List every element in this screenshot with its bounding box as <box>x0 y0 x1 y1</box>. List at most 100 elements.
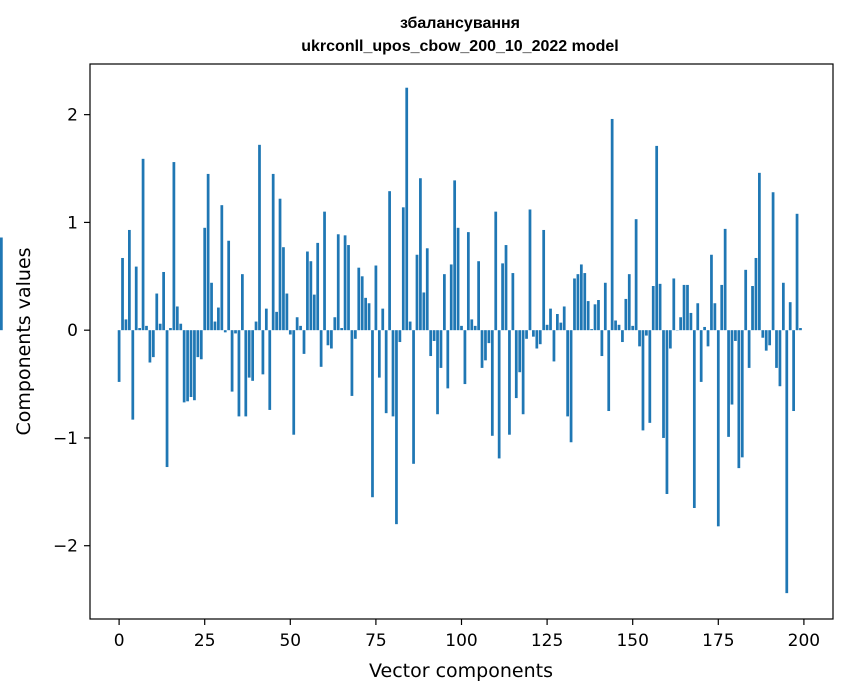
bar-component-185 <box>751 286 754 331</box>
x-tick-label: 100 <box>445 631 477 651</box>
bar-component-6 <box>138 328 142 331</box>
bar-component-5 <box>134 266 138 331</box>
y-tick-label: 2 <box>67 106 78 126</box>
bar-component-133 <box>573 278 576 331</box>
bar-component-79 <box>388 191 391 331</box>
bar-component-119 <box>525 330 528 339</box>
bar-component-85 <box>408 321 412 331</box>
y-axis-ticks: −2 −1 0 1 2 <box>53 106 90 557</box>
bar-component-67 <box>347 245 350 331</box>
bar-component-155 <box>648 330 652 423</box>
x-tick-label: 75 <box>365 631 387 651</box>
y-tick-label: −1 <box>53 429 78 449</box>
bar-component-72 <box>364 297 367 331</box>
bar-component-34 <box>234 330 237 334</box>
bar-component-60 <box>323 211 326 331</box>
bar-component-77 <box>381 308 385 331</box>
bar-component-122 <box>535 330 539 349</box>
bar-component-65 <box>340 328 344 331</box>
bar-component-76 <box>377 330 381 378</box>
bar-component-80 <box>391 330 395 417</box>
bar-component-11 <box>155 293 159 331</box>
bar-component-88 <box>419 178 422 331</box>
bar-component-74 <box>371 330 374 498</box>
bar-component-95 <box>443 274 446 331</box>
bar-component-86 <box>412 330 415 464</box>
chart-title: збалансування <box>400 15 520 32</box>
bar-component-45 <box>271 173 275 331</box>
bar-component-38 <box>247 330 251 378</box>
bar-component-199 <box>799 328 802 331</box>
bar-component-48 <box>282 247 285 331</box>
bar-component-82 <box>398 330 402 343</box>
bar-component-175 <box>716 330 720 527</box>
bar-component-15 <box>169 328 172 331</box>
bar-component-44 <box>268 330 272 410</box>
bar-component-102 <box>466 232 470 331</box>
bar-component-7 <box>141 158 145 331</box>
bar-component-57 <box>312 294 316 331</box>
bar-component-4 <box>131 330 135 420</box>
bar-component-139 <box>593 304 597 331</box>
bar-component-78 <box>384 330 388 414</box>
bar-component-153 <box>641 330 645 431</box>
bar-component-93 <box>436 330 439 415</box>
bar-component-23 <box>196 330 200 358</box>
bar-component-195 <box>785 330 789 594</box>
bar-component-135 <box>579 264 583 331</box>
bar-component-164 <box>679 317 682 331</box>
y-tick-label: −2 <box>53 537 78 557</box>
x-tick-label: 175 <box>702 631 734 651</box>
bar-component-107 <box>484 330 487 361</box>
bar-component-147 <box>621 330 624 343</box>
bar-component-35 <box>237 330 241 417</box>
bar-component-191 <box>771 192 775 331</box>
bar-component-56 <box>309 261 313 331</box>
bar-component-180 <box>734 330 737 341</box>
bar-component-3 <box>128 229 131 331</box>
bar-component-53 <box>299 325 302 331</box>
bar-component-148 <box>624 298 628 331</box>
bar-component-160 <box>665 330 669 494</box>
bar-component-75 <box>374 265 378 331</box>
bar-component-99 <box>456 227 460 331</box>
bar-component-26 <box>206 173 210 331</box>
bar-component-145 <box>614 320 617 331</box>
bar-component-181 <box>737 330 741 469</box>
bar-component-184 <box>747 330 751 368</box>
bar-component-87 <box>415 254 419 331</box>
bar-component-66 <box>343 235 347 331</box>
bar-component-128 <box>556 314 559 331</box>
bar-component-98 <box>453 180 457 331</box>
bar-component-187 <box>758 172 761 331</box>
x-axis-label: Vector components <box>369 660 553 682</box>
bar-component-197 <box>792 330 795 412</box>
bar-component-138 <box>590 329 593 331</box>
bar-component-123 <box>538 330 542 345</box>
bar-component-20 <box>186 330 189 402</box>
bar-component-149 <box>627 274 631 331</box>
bar-component-2 <box>124 319 128 331</box>
bar-component-103 <box>470 319 474 331</box>
bar-component-36 <box>241 274 244 331</box>
bar-component-173 <box>710 254 713 331</box>
bar-component-21 <box>189 330 193 397</box>
bar-component-177 <box>723 228 727 331</box>
bar-component-16 <box>172 162 176 331</box>
bar-component-73 <box>367 303 371 331</box>
bar-component-96 <box>446 330 450 389</box>
bar-component-112 <box>501 263 504 331</box>
bar-component-24 <box>199 330 203 360</box>
bar-component-9 <box>148 330 152 363</box>
bar-component-154 <box>645 330 648 336</box>
bar-component-22 <box>193 330 196 401</box>
bar-component-152 <box>638 330 641 347</box>
bar-component-121 <box>532 330 535 337</box>
bar-component-162 <box>672 278 676 331</box>
y-tick-label: 0 <box>67 321 78 341</box>
bar-component-156 <box>651 286 655 331</box>
bar-component-29 <box>217 307 220 331</box>
chart-subtitle: ukrconll_upos_cbow_200_10_2022 model <box>301 38 618 55</box>
bar-component-25 <box>203 227 207 331</box>
